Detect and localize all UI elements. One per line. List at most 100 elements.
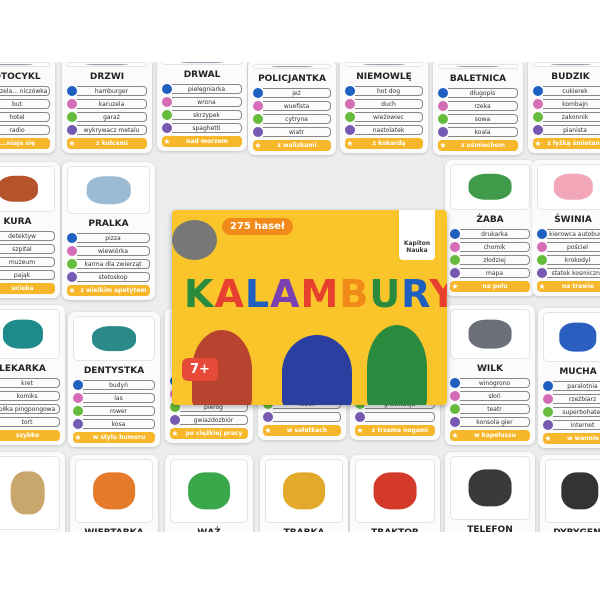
- card-title: NIEMOWLĘ: [356, 72, 412, 82]
- card-word: piłka pingpongowa: [0, 403, 60, 414]
- card-word: but: [0, 98, 50, 109]
- color-dot: [450, 403, 460, 414]
- word-text: cukierek: [543, 85, 600, 96]
- card-illustration: [355, 459, 435, 523]
- wolf-icon: [468, 319, 512, 349]
- word-text: chomik: [460, 241, 530, 252]
- word-text: wrona: [172, 96, 242, 107]
- card-title: LEKARKA: [0, 364, 46, 374]
- dentist-icon: [92, 325, 136, 352]
- title-letter: L: [244, 272, 271, 316]
- word-card: MOTOCYKL karuzela... niczówka but hotel radi…: [0, 62, 55, 153]
- color-dot: [345, 124, 355, 135]
- star-icon: ★: [346, 138, 354, 148]
- color-dot: [537, 254, 547, 265]
- bonus-text: z łyżką śmietany: [547, 140, 600, 147]
- card-word: wiewiórka: [67, 245, 150, 256]
- word-card: DENTYSTKA budyń las rower kosa ★ w stylu humor…: [68, 312, 160, 447]
- card-word: las: [73, 392, 155, 403]
- card-illustration: [75, 459, 153, 523]
- word-text: jeż: [263, 87, 331, 98]
- bonus-text: na trawie: [562, 283, 594, 290]
- word-text: drukarka: [460, 228, 530, 239]
- word-card: WIERTARKA: [70, 455, 158, 532]
- word-text: [365, 411, 435, 422]
- card-title: KURA: [3, 217, 32, 227]
- color-dot: [438, 100, 448, 111]
- word-text: detektyw: [0, 230, 55, 241]
- word-text: superbohater: [553, 406, 600, 417]
- word-card: POLICJANTKA jeż wuefista cytryna wiatr ★ z wal…: [248, 62, 336, 155]
- card-illustration: [345, 62, 423, 67]
- count-badge: 275 haseł: [222, 218, 293, 235]
- word-text: hotel: [0, 111, 50, 122]
- word-text: paralotnia: [553, 380, 600, 391]
- star-icon: ★: [68, 285, 76, 295]
- word-text: wieżowiec: [355, 111, 423, 122]
- star-icon: ★: [356, 425, 364, 435]
- card-illustration: [0, 166, 55, 212]
- word-card: ŚWINIA kierowca autobusu pościel krokodyl st…: [532, 160, 600, 296]
- card-word: wuefista: [253, 100, 331, 111]
- word-text: gwiazdozbiór: [180, 414, 248, 425]
- lumberjack-icon: [180, 62, 224, 64]
- card-illustration: [438, 64, 518, 69]
- card-word: hot dog: [345, 85, 423, 96]
- card-bonus-bar: ★ w wannie: [543, 433, 600, 444]
- card-title: ŚWINIA: [554, 215, 592, 225]
- lion-icon: [10, 471, 45, 515]
- word-text: stetoskop: [77, 271, 150, 282]
- bonus-text: ...niaja się: [0, 140, 36, 147]
- card-title: MUCHA: [559, 367, 597, 377]
- color-dot: [537, 241, 547, 252]
- bonus-text: nad morzem: [186, 138, 228, 145]
- bonus-text: po ciężkiej pracy: [185, 430, 243, 437]
- color-dot: [543, 406, 553, 417]
- bonus-text: ucieka: [11, 285, 34, 292]
- card-illustration: [450, 309, 530, 359]
- word-text: pielęgniarka: [172, 83, 242, 94]
- card-word: kosa: [73, 418, 155, 429]
- card-bonus-bar: ★szybko: [0, 430, 60, 441]
- bonus-text: z uśmiechem: [461, 142, 505, 149]
- bonus-text: w wannie: [567, 435, 599, 442]
- color-dot: [537, 228, 547, 239]
- word-text: kret: [0, 377, 60, 388]
- color-dot: [450, 241, 460, 252]
- word-text: wykrywacz metalu: [77, 124, 147, 135]
- word-text: długopis: [448, 87, 518, 98]
- word-text: internet: [553, 419, 600, 430]
- phone-icon: [468, 469, 512, 507]
- bonus-text: na polu: [482, 283, 508, 290]
- card-word: krokodyl: [537, 254, 600, 265]
- card-word: winogrono: [450, 377, 530, 388]
- card-word: szpital: [0, 243, 55, 254]
- bonus-text: szybko: [15, 432, 40, 439]
- word-text: złodziej: [460, 254, 530, 265]
- card-word: wykrywacz metalu: [67, 124, 147, 135]
- color-dot: [73, 379, 83, 390]
- word-text: pizza: [77, 232, 150, 243]
- card-word: tort: [0, 416, 60, 427]
- illustration-cat: [172, 220, 217, 260]
- bonus-text: w sałatkach: [286, 427, 328, 434]
- card-bonus-bar: ★ z wielkim apetytem: [67, 285, 150, 296]
- word-text: wiatr: [263, 126, 331, 137]
- word-card: BUDZIK cukierek kombajn zakonnik pianista ★ z …: [528, 62, 600, 153]
- color-dot: [543, 419, 553, 430]
- word-text: karuzela: [77, 98, 147, 109]
- card-word: kierowca autobusu: [537, 228, 600, 239]
- color-dot: [170, 414, 180, 425]
- card-word: karuzela: [67, 98, 147, 109]
- word-text: rzeka: [448, 100, 518, 111]
- word-text: krokodyl: [547, 254, 600, 265]
- card-word: superbohater: [543, 406, 600, 417]
- word-text: piłka pingpongowa: [0, 403, 60, 414]
- card-bonus-bar: ★ nad morzem: [162, 136, 242, 147]
- word-card: KURA detektyw szpital muzeum pająk ★ucieka: [0, 162, 60, 298]
- card-title: POLICJANTKA: [258, 74, 326, 84]
- color-dot: [162, 122, 172, 133]
- color-dot: [438, 113, 448, 124]
- card-illustration: [0, 62, 50, 67]
- word-card: TRAKTOR: [350, 455, 440, 532]
